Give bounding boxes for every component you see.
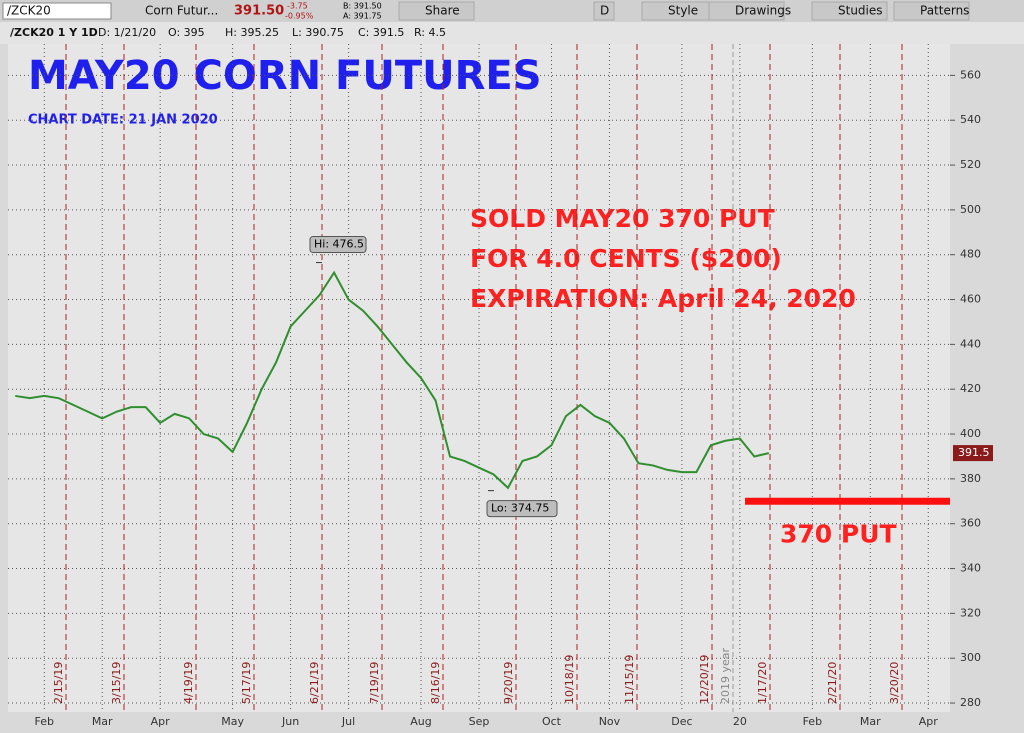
bid: B: 391.50	[343, 2, 382, 11]
expiration-label: 2/15/19	[52, 662, 65, 704]
low-label: Lo: 374.75	[491, 502, 549, 515]
ask: A: 391.75	[343, 12, 382, 21]
y-tick-label: 280	[960, 696, 981, 709]
expiration-label: 2/21/20	[826, 662, 839, 704]
expiration-label: 6/21/19	[308, 662, 321, 704]
info-field: D: 1/21/20	[98, 26, 156, 39]
y-tick-label: 560	[960, 68, 981, 81]
y-tick-label: 300	[960, 651, 981, 664]
x-tick-label: Nov	[599, 715, 621, 728]
toolbar-button-label: Drawings	[735, 4, 791, 18]
x-tick-label: Apr	[919, 715, 939, 728]
x-tick-label: Aug	[410, 715, 431, 728]
expiration-label: 3/15/19	[110, 662, 123, 704]
y-tick-label: 520	[960, 158, 981, 171]
y-tick-label: 400	[960, 427, 981, 440]
annotation: EXPIRATION: April 24, 2020	[470, 284, 856, 313]
info-field: L: 390.75	[292, 26, 344, 39]
last-price: 391.50	[234, 4, 284, 19]
y-tick-label: 480	[960, 248, 981, 261]
x-tick-label: Mar	[92, 715, 113, 728]
strike-label: 370 PUT	[780, 519, 897, 548]
y-tick-label: 340	[960, 562, 981, 575]
symbol: /ZCK20	[7, 4, 51, 18]
y-tick-label: 460	[960, 293, 981, 306]
high-box	[309, 236, 367, 254]
low-box	[486, 500, 558, 518]
x-tick-label: 20	[733, 715, 747, 728]
expiration-label: 4/19/19	[182, 662, 195, 704]
info-field: R: 4.5	[414, 26, 446, 39]
year-divider-label: 2019 year	[719, 647, 732, 704]
x-tick-label: Mar	[860, 715, 881, 728]
chart-subtitle: CHART DATE: 21 JAN 2020	[28, 113, 218, 128]
last-price-label: 391.5	[958, 446, 990, 459]
toolbar-button[interactable]	[398, 1, 475, 21]
y-tick-label: 540	[960, 113, 981, 126]
y-tick-label: 320	[960, 606, 981, 619]
expiration-label: 11/15/19	[623, 655, 636, 704]
symbol-box[interactable]	[2, 2, 112, 20]
toolbar-button-label: Patterns	[920, 4, 969, 18]
x-tick-label: Feb	[34, 715, 53, 728]
toolbar-button-label: D	[600, 4, 609, 18]
toolbar-button[interactable]	[593, 1, 615, 21]
y-tick-label: 420	[960, 382, 981, 395]
instrument-name: Corn Futur...	[145, 4, 218, 18]
y-tick-label: 500	[960, 203, 981, 216]
toolbar-button-label: Share	[425, 4, 460, 18]
change-pct: -0.95%	[285, 12, 314, 21]
x-tick-label: Jun	[281, 715, 299, 728]
expiration-label: 12/20/19	[698, 655, 711, 704]
annotation: SOLD MAY20 370 PUT	[470, 204, 775, 233]
toolbar-button[interactable]	[811, 1, 888, 21]
toolbar-button[interactable]	[893, 1, 970, 21]
last-price-badge	[953, 445, 993, 462]
x-tick-label: May	[221, 715, 244, 728]
expiration-label: 1/17/20	[756, 662, 769, 704]
y-tick-label: 440	[960, 337, 981, 350]
expiration-label: 10/18/19	[563, 655, 576, 704]
x-tick-label: Sep	[469, 715, 490, 728]
annotation: FOR 4.0 CENTS ($200)	[470, 244, 782, 273]
info-field: C: 391.5	[358, 26, 404, 39]
x-tick-label: Jul	[341, 715, 355, 728]
info-field: H: 395.25	[225, 26, 279, 39]
expiration-label: 8/16/19	[429, 662, 442, 704]
expiration-label: 7/19/19	[368, 662, 381, 704]
price-line	[15, 270, 770, 490]
info-bar	[0, 22, 1024, 44]
expiration-label: 5/17/19	[240, 662, 253, 704]
expiration-label: 3/20/20	[888, 662, 901, 704]
high-label: Hi: 476.5	[314, 238, 364, 251]
change: -3.75	[287, 2, 308, 11]
x-tick-label: Feb	[803, 715, 822, 728]
y-tick-label: 360	[960, 517, 981, 530]
y-tick-label: 380	[960, 472, 981, 485]
x-tick-label: Oct	[542, 715, 562, 728]
toolbar-button-label: Studies	[838, 4, 883, 18]
info-field: /ZCK20 1 Y 1D	[10, 26, 98, 39]
x-tick-label: Apr	[151, 715, 171, 728]
toolbar-button-label: Style	[668, 4, 698, 18]
x-tick-label: Dec	[671, 715, 692, 728]
expiration-label: 9/20/19	[502, 662, 515, 704]
chart-title: MAY20 CORN FUTURES	[28, 53, 542, 99]
info-field: O: 395	[168, 26, 205, 39]
toolbar-button[interactable]	[708, 1, 785, 21]
